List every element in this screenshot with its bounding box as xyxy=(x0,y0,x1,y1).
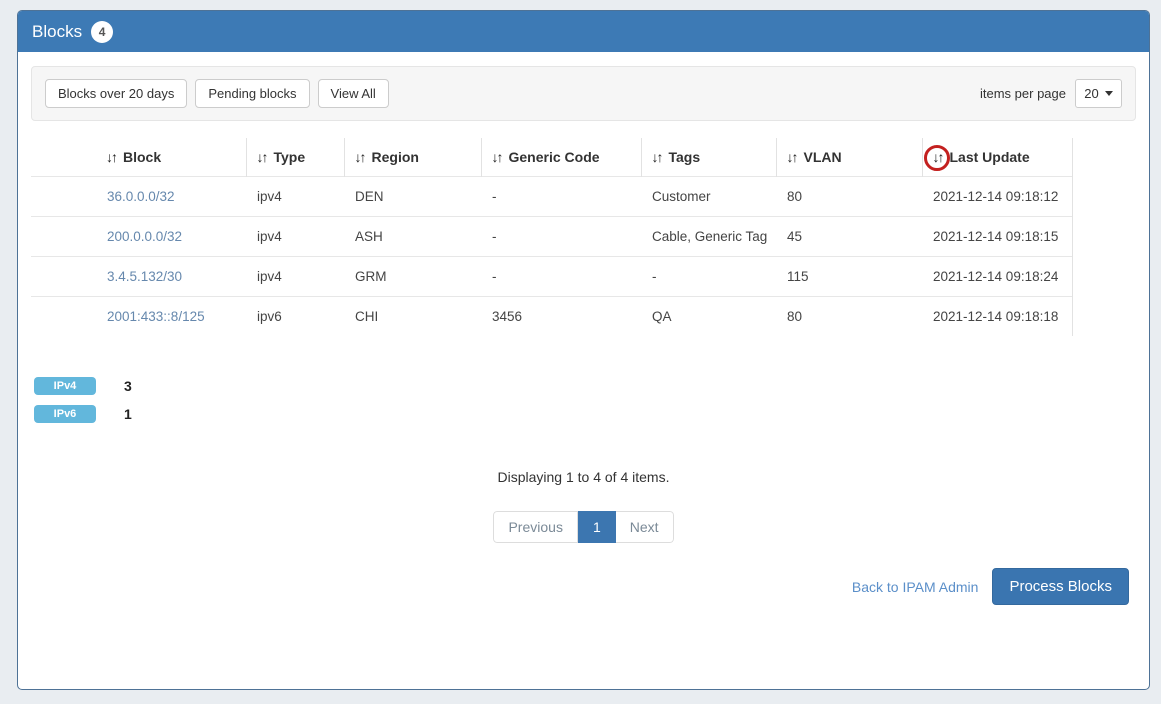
tags-cell: QA xyxy=(641,296,776,336)
region-cell: ASH xyxy=(344,216,481,257)
pagination-status: Displaying 1 to 4 of 4 items. xyxy=(497,469,670,485)
blocks-panel: Blocks 4 Blocks over 20 days Pending blo… xyxy=(17,10,1150,690)
column-label: Block xyxy=(123,149,162,165)
blocks-table: ↓↑ Block ↓↑ Type ↓↑ Region ↓↑ Generic Code ↓… xyxy=(31,138,1073,336)
region-cell: DEN xyxy=(344,176,481,217)
type-cell: ipv4 xyxy=(246,216,344,257)
sort-icon[interactable]: ↓↑ xyxy=(106,149,118,165)
row-selector-cell xyxy=(31,176,96,217)
table-row: 2001:433::8/125 ipv6 CHI 3456 QA 80 2021… xyxy=(31,296,1073,336)
tags-cell: Customer xyxy=(641,176,776,217)
generic-code-cell: - xyxy=(481,216,641,257)
protocol-summary: IPv4 3 IPv6 1 xyxy=(34,377,1136,423)
items-per-page-label: items per page xyxy=(980,86,1066,101)
block-link[interactable]: 36.0.0.0/32 xyxy=(107,189,175,204)
footer-actions: Back to IPAM Admin Process Blocks xyxy=(31,568,1129,605)
last-update-cell: 2021-12-14 09:18:12 xyxy=(922,176,1073,217)
panel-body: Blocks over 20 days Pending blocks View … xyxy=(18,52,1149,605)
column-header-type[interactable]: ↓↑ Type xyxy=(246,138,345,177)
view-all-button[interactable]: View All xyxy=(317,79,389,108)
items-per-page-value: 20 xyxy=(1084,86,1099,101)
previous-page-button[interactable]: Previous xyxy=(493,511,578,543)
last-update-cell: 2021-12-14 09:18:15 xyxy=(922,216,1073,257)
back-to-ipam-admin-link[interactable]: Back to IPAM Admin xyxy=(851,578,979,595)
vlan-cell: 80 xyxy=(776,296,922,336)
table-header-row: ↓↑ Block ↓↑ Type ↓↑ Region ↓↑ Generic Code ↓… xyxy=(31,138,1073,177)
row-selector-cell xyxy=(31,296,96,336)
items-per-page-select[interactable]: 20 xyxy=(1075,79,1122,108)
vlan-cell: 80 xyxy=(776,176,922,217)
ipv4-badge: IPv4 xyxy=(34,377,96,395)
items-per-page-control: items per page 20 xyxy=(980,79,1122,108)
chevron-down-icon xyxy=(1104,91,1113,96)
generic-code-cell: 3456 xyxy=(481,296,641,336)
column-label: VLAN xyxy=(803,149,842,165)
ipv6-count: 1 xyxy=(124,406,132,422)
column-label: Tags xyxy=(668,149,701,165)
panel-header: Blocks 4 xyxy=(18,11,1149,52)
pending-blocks-button[interactable]: Pending blocks xyxy=(195,79,310,108)
sort-icon[interactable]: ↓↑ xyxy=(786,149,799,165)
row-selector-cell xyxy=(31,216,96,257)
process-blocks-button[interactable]: Process Blocks xyxy=(992,568,1129,605)
type-cell: ipv4 xyxy=(246,176,344,217)
last-update-cell: 2021-12-14 09:18:24 xyxy=(922,256,1073,297)
tags-cell: - xyxy=(641,256,776,297)
column-label: Type xyxy=(273,149,306,165)
last-update-cell: 2021-12-14 09:18:18 xyxy=(922,296,1073,336)
tags-cell: Cable, Generic Tag xyxy=(641,216,776,257)
region-cell: GRM xyxy=(344,256,481,297)
sort-icon[interactable]: ↓↑ xyxy=(651,149,664,165)
ipv6-badge: IPv6 xyxy=(34,405,96,423)
vlan-cell: 45 xyxy=(776,216,922,257)
column-label: Region xyxy=(371,149,419,165)
row-selector-cell xyxy=(31,256,96,297)
ipv4-count: 3 xyxy=(124,378,132,394)
toolbar-filter-buttons: Blocks over 20 days Pending blocks View … xyxy=(45,79,389,108)
sort-icon[interactable]: ↓↑ xyxy=(354,149,367,165)
page-1-button[interactable]: 1 xyxy=(577,511,616,543)
column-label: Generic Code xyxy=(508,149,600,165)
block-link[interactable]: 2001:433::8/125 xyxy=(107,309,205,324)
ipv6-summary-row: IPv6 1 xyxy=(34,405,1136,423)
blocks-count-badge: 4 xyxy=(91,20,114,43)
toolbar: Blocks over 20 days Pending blocks View … xyxy=(31,66,1136,121)
sort-icon[interactable]: ↓↑ xyxy=(256,149,269,165)
last-update-sort-icon[interactable]: ↓↑ xyxy=(932,149,945,165)
column-header-last-update[interactable]: ↓↑ Last Update xyxy=(922,138,1073,177)
next-page-button[interactable]: Next xyxy=(615,511,674,543)
vlan-cell: 115 xyxy=(776,256,922,297)
empty-header-cell xyxy=(31,138,96,177)
ipv4-summary-row: IPv4 3 xyxy=(34,377,1136,395)
type-cell: ipv4 xyxy=(246,256,344,297)
region-cell: CHI xyxy=(344,296,481,336)
block-link[interactable]: 200.0.0.0/32 xyxy=(107,229,183,244)
column-header-region[interactable]: ↓↑ Region xyxy=(344,138,482,177)
block-link[interactable]: 3.4.5.132/30 xyxy=(107,269,183,284)
table-row: 3.4.5.132/30 ipv4 GRM - - 115 2021-12-14… xyxy=(31,256,1073,297)
type-cell: ipv6 xyxy=(246,296,344,336)
sort-icon[interactable]: ↓↑ xyxy=(491,149,504,165)
column-header-tags[interactable]: ↓↑ Tags xyxy=(641,138,777,177)
pagination: Previous 1 Next xyxy=(493,511,674,543)
column-header-generic-code[interactable]: ↓↑ Generic Code xyxy=(481,138,642,177)
generic-code-cell: - xyxy=(481,176,641,217)
column-label: Last Update xyxy=(949,149,1030,165)
column-header-block[interactable]: ↓↑ Block xyxy=(96,138,247,177)
page-title: Blocks xyxy=(32,21,83,41)
blocks-over-20-days-button[interactable]: Blocks over 20 days xyxy=(45,79,188,108)
table-row: 36.0.0.0/32 ipv4 DEN - Customer 80 2021-… xyxy=(31,176,1073,217)
column-header-vlan[interactable]: ↓↑ VLAN xyxy=(776,138,923,177)
table-row: 200.0.0.0/32 ipv4 ASH - Cable, Generic T… xyxy=(31,216,1073,257)
generic-code-cell: - xyxy=(481,256,641,297)
